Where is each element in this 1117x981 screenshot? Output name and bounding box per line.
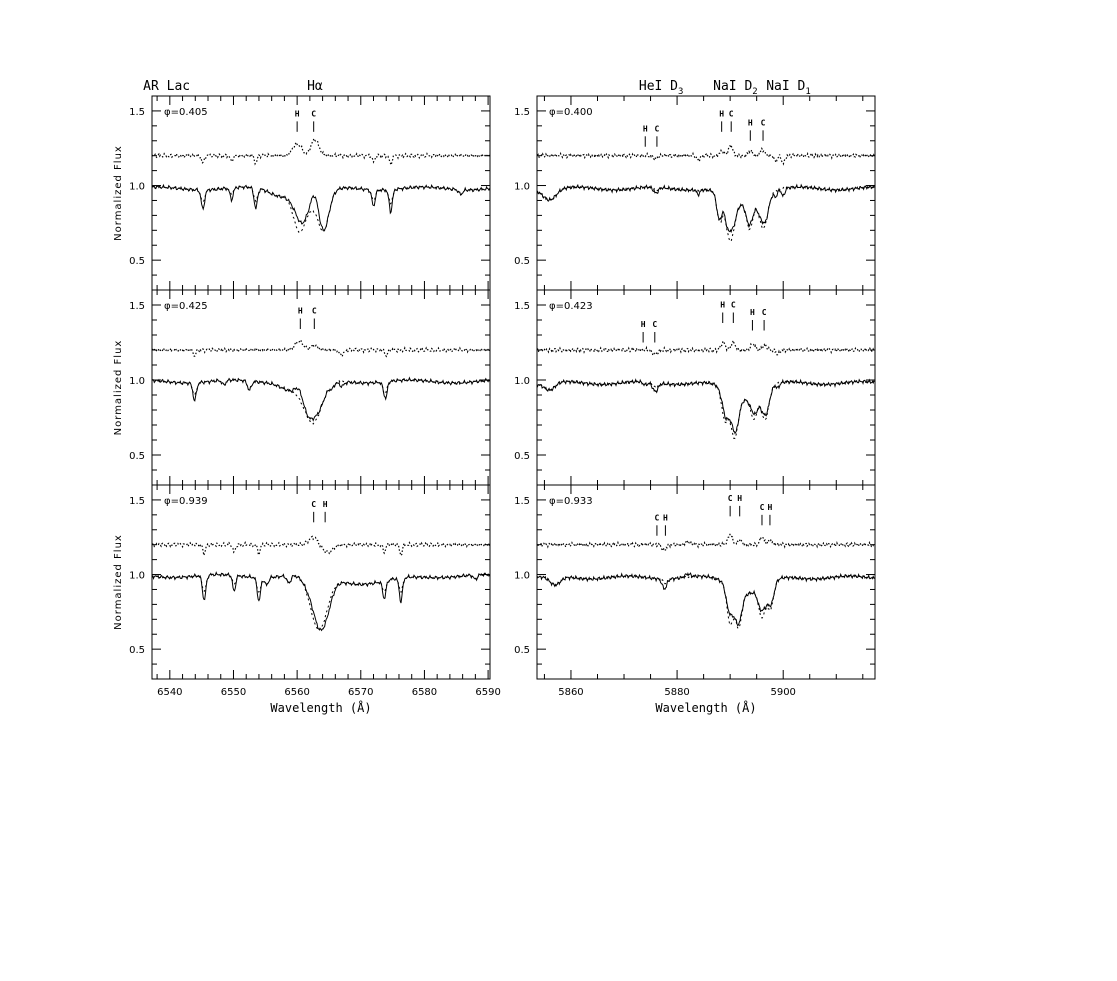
observed-spectrum (151, 183, 491, 231)
x-tick-label: 6580 (412, 687, 437, 698)
x-axis-label: Wavelength (Å) (270, 700, 371, 715)
synthetic-spectrum (151, 377, 490, 425)
phase-label: φ=0.400 (549, 107, 593, 118)
y-tick-label: 1.0 (129, 182, 145, 193)
panel-frame (151, 484, 491, 680)
synthetic-spectrum (536, 379, 875, 440)
y-tick-label: 1.5 (514, 107, 530, 118)
y-tick-label: 1.5 (514, 301, 530, 312)
observed-spectrum (151, 571, 491, 632)
x-tick-label: 6570 (348, 687, 373, 698)
y-tick-label: 1.0 (514, 376, 530, 387)
x-tick-label: 6560 (284, 687, 309, 698)
panel-header-label: HeI D3 (639, 79, 684, 97)
component-marker-label: H (748, 118, 753, 127)
panel-frame (151, 95, 491, 291)
subtracted-spectrum (536, 143, 875, 166)
component-marker-label: H (750, 308, 755, 317)
x-tick-label: 6590 (475, 687, 500, 698)
phase-label: φ=0.425 (164, 301, 208, 312)
component-marker-label: H (719, 109, 724, 118)
panel-header-label: NaI D1 (766, 79, 811, 97)
y-tick-label: 1.5 (514, 496, 530, 507)
component-marker-label: C (311, 500, 316, 509)
component-marker-label: C (762, 308, 767, 317)
y-tick-label: 1.5 (129, 301, 145, 312)
component-marker-label: H (720, 301, 725, 310)
component-marker-label: H (768, 503, 773, 512)
x-tick-label: 5880 (664, 687, 689, 698)
header-subscript: 2 (752, 87, 757, 97)
panel-header-label: AR Lac (143, 79, 190, 94)
y-tick-label: 1.5 (129, 107, 145, 118)
x-tick-label: 5860 (558, 687, 583, 698)
y-tick-label: 0.5 (514, 256, 530, 267)
observed-spectrum (536, 183, 875, 234)
subtracted-spectrum (151, 338, 491, 359)
header-subscript: 3 (678, 87, 683, 97)
phase-label: φ=0.423 (549, 301, 593, 312)
panel-frame (536, 289, 876, 486)
component-marker-label: C (655, 124, 660, 133)
y-axis-label: Normalized Flux (113, 340, 124, 436)
y-axis-label: Normalized Flux (113, 534, 124, 630)
component-marker-label: H (643, 124, 648, 133)
y-tick-label: 1.0 (129, 571, 145, 582)
y-tick-label: 0.5 (514, 451, 530, 462)
subtracted-spectrum (536, 533, 875, 553)
component-marker-label: C (655, 513, 660, 522)
component-marker-label: C (731, 301, 736, 310)
panel-frame (151, 289, 491, 486)
y-tick-label: 1.0 (129, 376, 145, 387)
component-marker-label: C (728, 494, 733, 503)
panel-frame (536, 484, 876, 680)
x-axis-label: Wavelength (Å) (655, 700, 756, 715)
y-tick-label: 0.5 (514, 645, 530, 656)
observed-spectrum (536, 572, 875, 626)
component-marker-label: C (760, 503, 765, 512)
panel-frame (536, 95, 876, 291)
y-tick-label: 1.0 (514, 571, 530, 582)
panel-header-label: Hα (307, 79, 323, 94)
observed-spectrum (536, 378, 875, 435)
component-marker-label: H (737, 494, 742, 503)
component-marker-label: C (311, 109, 316, 118)
component-marker-label: H (295, 109, 300, 118)
synthetic-spectrum (536, 573, 875, 630)
header-subscript: 1 (805, 87, 810, 97)
y-tick-label: 1.0 (514, 182, 530, 193)
component-marker-label: C (652, 320, 657, 329)
subtracted-spectrum (537, 338, 876, 357)
y-tick-label: 0.5 (129, 645, 145, 656)
observed-spectrum (151, 376, 491, 422)
y-tick-label: 0.5 (129, 451, 145, 462)
component-marker-label: C (729, 109, 734, 118)
x-tick-label: 5900 (770, 687, 795, 698)
component-marker-label: C (761, 118, 766, 127)
y-tick-label: 1.5 (129, 496, 145, 507)
phase-label: φ=0.933 (549, 496, 593, 507)
y-tick-label: 0.5 (129, 256, 145, 267)
component-marker-label: C (312, 307, 317, 316)
synthetic-spectrum (536, 184, 875, 242)
x-tick-label: 6540 (157, 687, 182, 698)
x-tick-label: 6550 (221, 687, 246, 698)
phase-label: φ=0.405 (164, 107, 208, 118)
panel-header-label: NaI D2 (713, 79, 758, 97)
subtracted-spectrum (151, 535, 491, 557)
y-axis-label: Normalized Flux (113, 145, 124, 241)
component-marker-label: H (641, 320, 646, 329)
subtracted-spectrum (151, 136, 491, 167)
component-marker-label: H (323, 500, 328, 509)
phase-label: φ=0.939 (164, 496, 208, 507)
synthetic-spectrum (151, 572, 490, 632)
component-marker-label: H (663, 513, 668, 522)
component-marker-label: H (298, 307, 303, 316)
